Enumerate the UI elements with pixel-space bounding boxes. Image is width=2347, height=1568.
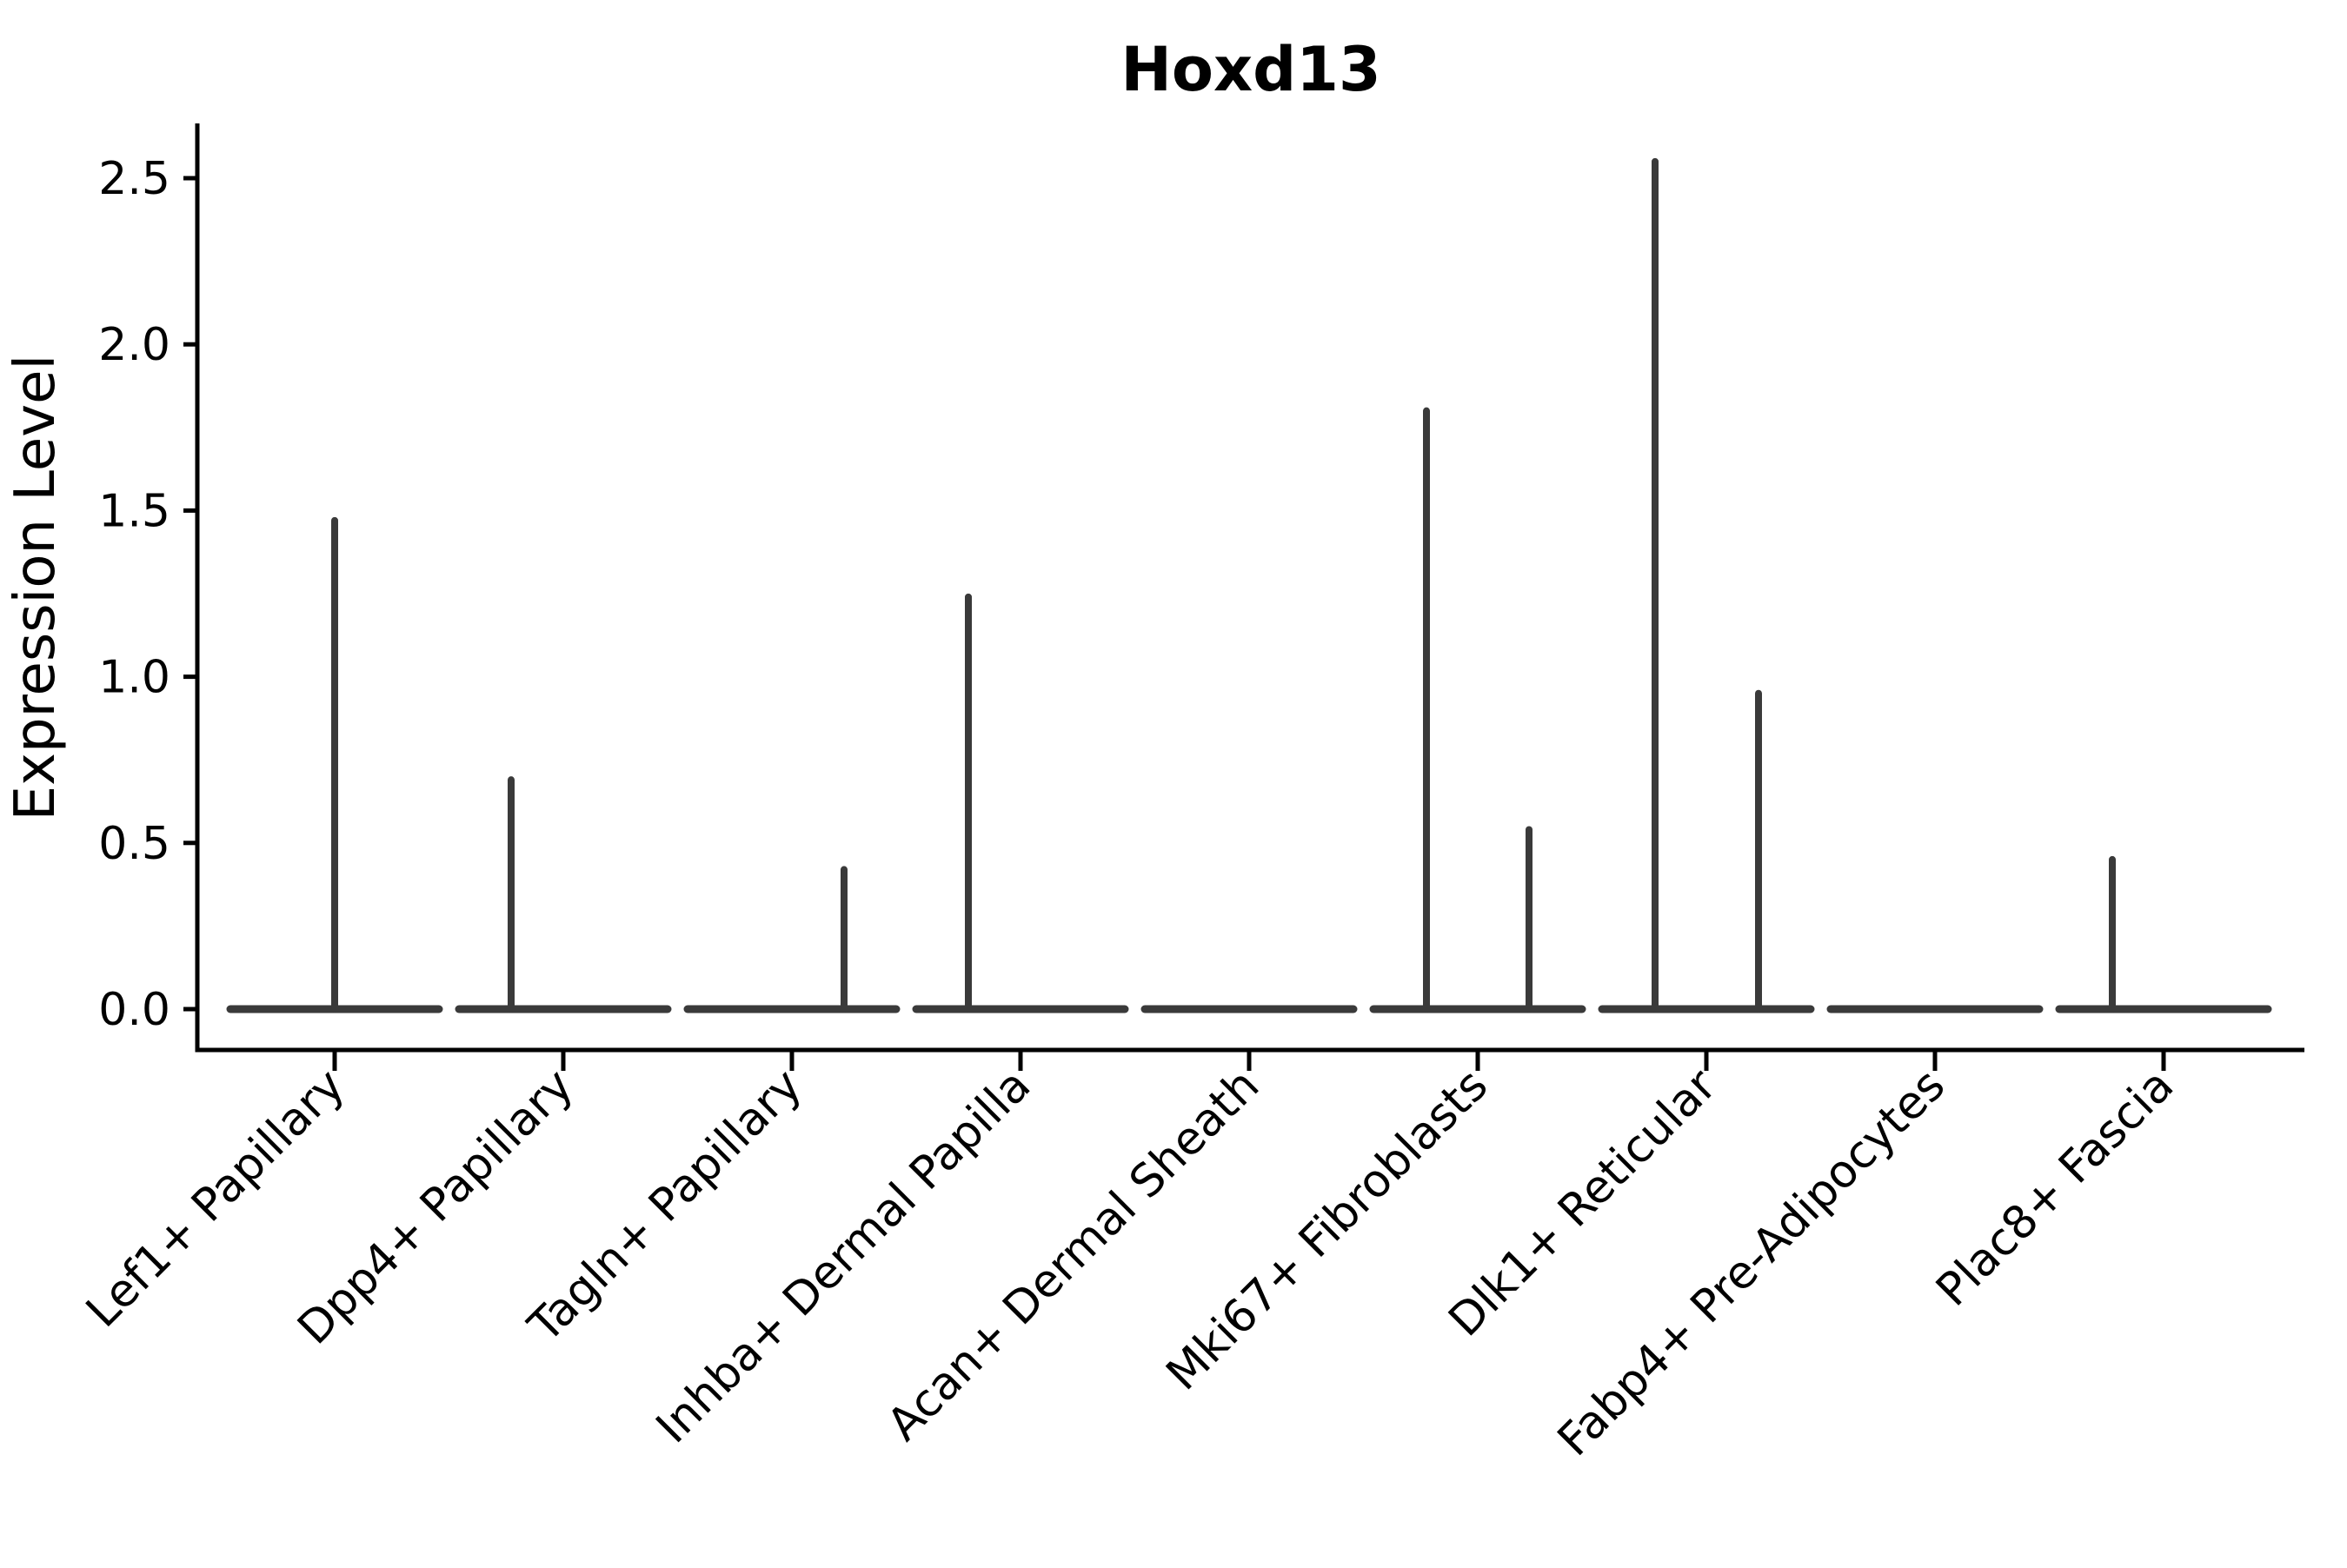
y-tick-label: 1.5 bbox=[98, 485, 170, 537]
x-category-label: Plac8+ Fascia bbox=[1926, 1060, 2184, 1317]
x-category-label: Inhba+ Dermal Papilla bbox=[647, 1060, 1041, 1453]
y-axis-ticks: 0.0 0.5 1.0 1.5 2.0 2.5 bbox=[98, 153, 197, 1036]
violins bbox=[226, 157, 2272, 1013]
x-category-label: Fabp4+ Pre-Adipocytes bbox=[1548, 1060, 1955, 1466]
y-axis-label: Expression Level bbox=[3, 355, 68, 821]
chart-title: Hoxd13 bbox=[1120, 34, 1380, 105]
x-axis-ticks bbox=[332, 1050, 2166, 1071]
y-tick-label: 0.5 bbox=[98, 818, 170, 870]
y-tick-label: 1.0 bbox=[98, 652, 170, 704]
x-category-label: Acan+ Dermal Sheath bbox=[878, 1060, 1270, 1452]
y-tick-label: 2.0 bbox=[98, 319, 170, 371]
y-tick-label: 0.0 bbox=[98, 984, 170, 1036]
y-tick-label: 2.5 bbox=[98, 153, 170, 205]
